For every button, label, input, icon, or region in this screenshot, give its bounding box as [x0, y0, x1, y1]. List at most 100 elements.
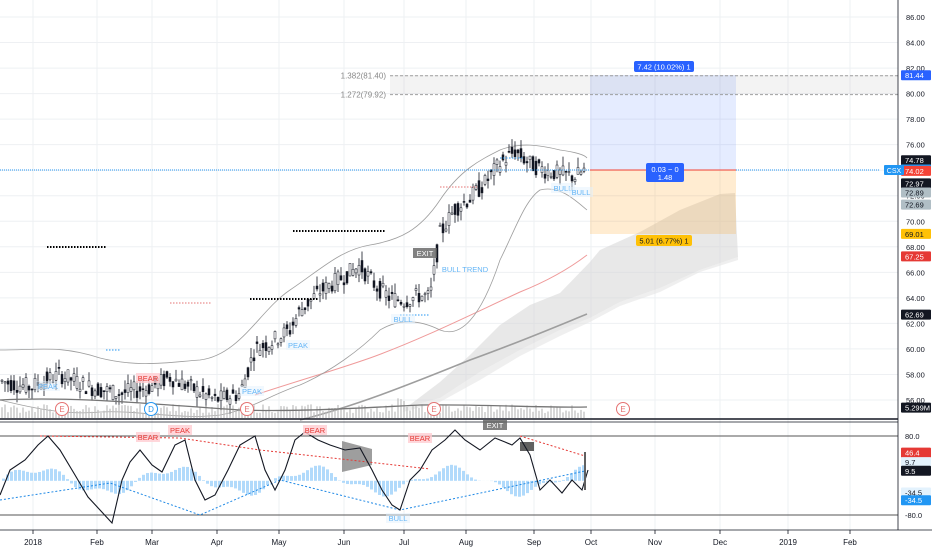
earnings-marker[interactable] [240, 402, 254, 416]
volume-bar [286, 406, 288, 418]
osc-hist-bar [430, 477, 433, 481]
price-badge-text: 72.97 [905, 179, 924, 188]
osc-hist-bar [426, 478, 429, 481]
oscillator-signal-labels: BEAR PEAK BEAR BEAR EXIT BULL [136, 420, 507, 523]
target-zone[interactable] [590, 75, 736, 170]
price-tick-label: 84.00 [906, 39, 925, 48]
osc-line [0, 429, 589, 525]
candlestick-series[interactable] [0, 139, 586, 415]
candle-body [447, 212, 451, 226]
volume-bar [358, 405, 360, 418]
volume-bar [49, 409, 51, 418]
osc-hist-bar [114, 480, 117, 494]
volume-bar [301, 405, 303, 418]
osc-hist-bar [574, 469, 577, 481]
fib-label: 1.382(81.40) [341, 72, 387, 81]
osc-badge [901, 487, 931, 498]
osc-hist-bar [230, 480, 233, 488]
osc-hist-bar [162, 473, 165, 481]
volume-bar [220, 409, 222, 418]
volume-bar [40, 408, 42, 418]
volume-bar [85, 405, 87, 418]
candle-body [69, 377, 73, 381]
symbol-tag[interactable]: CSX [884, 165, 904, 175]
osc-hist-bar [534, 480, 537, 487]
osc-hist-bar [562, 479, 565, 481]
volume-bar [277, 411, 279, 418]
candle-body [186, 381, 190, 387]
osc-hist-bar [246, 480, 249, 495]
candle-body [225, 389, 229, 400]
candle-body [9, 380, 13, 392]
volume-bar [370, 408, 372, 418]
volume-bar [1, 407, 3, 418]
earnings-marker[interactable] [616, 402, 630, 416]
osc-hist-bar [538, 480, 541, 485]
osc-hist-bar [350, 480, 353, 485]
volume-bar [262, 404, 264, 418]
volume-bar [412, 405, 414, 418]
osc-hist-bar [286, 475, 289, 481]
signal-text: PEAK [242, 387, 262, 396]
osc-hist-bar [58, 471, 61, 481]
volume-bar [373, 411, 375, 418]
osc-hist-bar [370, 480, 373, 490]
candle-body [315, 285, 319, 290]
signal-badge [168, 425, 192, 435]
signal-text: BULL TREND [442, 265, 489, 274]
candle-body [105, 386, 109, 392]
position-tool-labels[interactable]: 7.42 (10.02%) 1 0.03 ~ 0 1.48 5.01 (6.77… [634, 61, 694, 246]
candle-body [195, 386, 199, 398]
time-axis[interactable]: 2018 Feb Mar Apr May Jun Jul Aug Sep Oct Nov Dec 201… [24, 530, 857, 547]
candle-body [357, 265, 361, 276]
volume-bar [484, 412, 486, 418]
osc-hist-bar [374, 480, 377, 493]
volume-bar [292, 405, 294, 418]
candle-body [324, 282, 328, 294]
volume-bar [97, 409, 99, 418]
candle-body [144, 390, 148, 397]
price-tick-label: 64.00 [906, 294, 925, 303]
candle-body [516, 149, 520, 154]
volume-bar [157, 412, 159, 418]
volume-bar [334, 408, 336, 418]
osc-hist-bar [582, 465, 585, 481]
earnings-marker[interactable] [427, 402, 441, 416]
volume-bar [445, 404, 447, 418]
earnings-marker[interactable] [55, 402, 69, 416]
osc-hist-bar [198, 475, 201, 481]
volume-bar [481, 406, 483, 418]
candle-body [543, 173, 547, 179]
candle-body [264, 342, 268, 351]
candle-body [387, 295, 391, 301]
volume-bar [382, 412, 384, 418]
earnings-marker[interactable] [144, 402, 158, 416]
candle-body [468, 199, 472, 203]
osc-exit-marker [520, 442, 534, 451]
oscillator-pane[interactable]: BEAR PEAK BEAR BEAR EXIT BULL [0, 420, 898, 525]
volume-bar [160, 407, 162, 418]
candle-body [96, 383, 100, 396]
candle-body [321, 282, 325, 292]
candle-body [429, 286, 433, 291]
osc-hist-bar [262, 480, 265, 490]
signal-text: PEAK [38, 382, 58, 391]
osc-hist-bar [366, 480, 369, 487]
candle-body [330, 285, 334, 292]
stop-label-box [636, 235, 692, 246]
osc-hist-bar [2, 478, 5, 481]
volume-bar [535, 404, 537, 418]
osc-hist-bar [446, 465, 449, 481]
volume-bar [394, 411, 396, 418]
fib-zone[interactable] [390, 75, 898, 94]
osc-hist-bar [502, 480, 505, 488]
candle-body [534, 160, 538, 176]
volume-bar [169, 411, 171, 418]
osc-hist-bar [190, 468, 193, 481]
candle-body [6, 380, 10, 385]
price-badge [901, 309, 931, 320]
osc-hist-bar [210, 480, 213, 487]
candle-body [399, 301, 403, 305]
